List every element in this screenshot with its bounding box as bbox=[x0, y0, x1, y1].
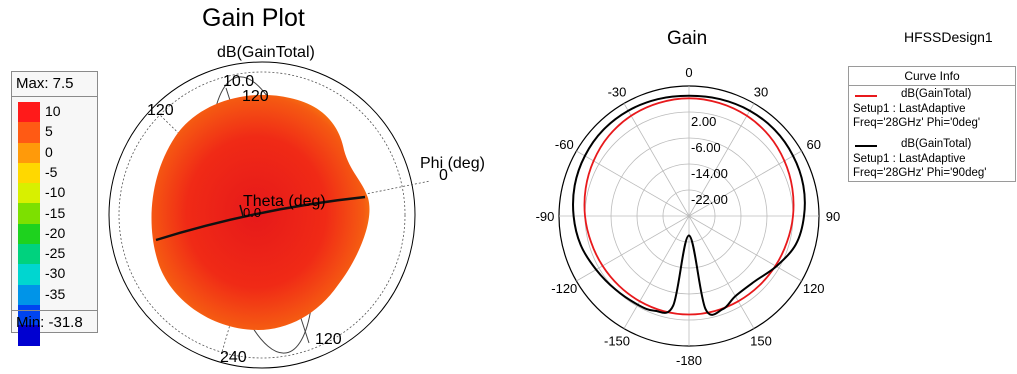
polar-grid-spoke bbox=[688, 150, 802, 217]
legend-tick-label: -35 bbox=[45, 285, 66, 302]
legend-swatch bbox=[18, 325, 40, 346]
axis-label-top-tick: 120 bbox=[242, 88, 269, 105]
legend-tick-label: -10 bbox=[45, 184, 66, 201]
axis-label-phi: Phi (deg) bbox=[420, 155, 485, 172]
axis-label-left-tick: 120 bbox=[147, 102, 174, 119]
design-name: HFSSDesign1 bbox=[904, 29, 993, 45]
curve-setup: Setup1 : LastAdaptive bbox=[853, 103, 966, 115]
polar-radial-label: -6.00 bbox=[691, 140, 721, 155]
axis-label-right-tick: 0 bbox=[439, 167, 448, 184]
legend-swatch bbox=[18, 183, 40, 204]
legend-swatch bbox=[18, 223, 40, 245]
polar-angle-label: 120 bbox=[803, 281, 825, 296]
series-phi-90deg bbox=[572, 94, 806, 316]
polar-gain-chart: 0 30 60 90 120 150 -180 -150 -120 -90 -60 -30 2.00 -6… bbox=[536, 65, 841, 368]
axis-label-bottom-tick: 240 bbox=[220, 349, 247, 366]
curve-freq: Freq='28GHz' Phi='0deg' bbox=[853, 117, 981, 129]
axis-label-theta: Theta (deg) bbox=[243, 193, 326, 210]
axis-label-bottom-right-tick: 120 bbox=[315, 331, 342, 348]
polar-title: Gain bbox=[667, 28, 708, 49]
curve-info-legend: Curve Info dB(GainTotal) Setup1 : LastAd… bbox=[848, 66, 1016, 182]
polar-grid-spoke bbox=[576, 215, 690, 282]
legend-tick-label: 10 bbox=[45, 103, 61, 119]
curve-info-entry: dB(GainTotal) Setup1 : LastAdaptive Freq… bbox=[849, 136, 1015, 186]
curve-name: dB(GainTotal) bbox=[901, 88, 972, 100]
legend-tick-label: -20 bbox=[45, 224, 66, 241]
polar-radial-label: -22.00 bbox=[691, 192, 728, 207]
legend-line-swatch bbox=[855, 95, 877, 97]
polar-radial-label: 2.00 bbox=[691, 114, 716, 129]
polar-angle-label: 150 bbox=[750, 334, 772, 349]
polar-grid-spoke bbox=[623, 215, 690, 329]
curve-setup: Setup1 : LastAdaptive bbox=[853, 153, 966, 165]
legend-min-label: Min: -31.8 bbox=[12, 310, 97, 332]
axis-label-top-ring: 10.0 bbox=[223, 73, 254, 90]
color-legend: Max: 7.5 10 5 0 -5 -10 -15 -20 -25 -30 -35 Min: -… bbox=[11, 71, 98, 346]
legend-swatch bbox=[18, 264, 40, 285]
legend-tick-label: -15 bbox=[45, 204, 66, 221]
polar-grid-spoke bbox=[688, 215, 802, 282]
polar-angle-label: -120 bbox=[551, 281, 577, 296]
legend-swatch bbox=[18, 102, 40, 123]
polar-angle-label: -90 bbox=[536, 209, 555, 224]
legend-tick-label: 0 bbox=[45, 143, 53, 160]
curve-freq: Freq='28GHz' Phi='90deg' bbox=[853, 167, 987, 179]
gain-plot-title: Gain Plot bbox=[202, 4, 305, 32]
axis-label-center: 0.0 bbox=[243, 205, 261, 220]
legend-swatch bbox=[18, 162, 40, 184]
legend-tick-label: 5 bbox=[45, 123, 53, 140]
legend-swatches bbox=[18, 102, 40, 346]
polar-angle-label: -30 bbox=[608, 84, 627, 99]
curve-info-header: Curve Info bbox=[849, 67, 1015, 86]
polar-radial-label: -14.00 bbox=[691, 166, 728, 181]
legend-tick-label: -30 bbox=[45, 265, 66, 282]
polar-angle-label: 30 bbox=[754, 84, 768, 99]
polar-angle-label: 0 bbox=[685, 65, 692, 80]
legend-line-swatch bbox=[855, 145, 877, 147]
legend-tick-label: -25 bbox=[45, 245, 66, 262]
polar-angle-label: -150 bbox=[604, 334, 630, 349]
polar-angle-label: -60 bbox=[555, 137, 574, 152]
polar-angle-label: -180 bbox=[676, 353, 702, 368]
polar-angle-label: 90 bbox=[826, 209, 840, 224]
polar-grid-spoke bbox=[623, 103, 690, 217]
polar-grid-spoke bbox=[688, 215, 755, 329]
series-phi-0deg bbox=[583, 97, 795, 316]
polar-angle-label: 60 bbox=[806, 137, 820, 152]
gain-plot-subtitle: dB(GainTotal) bbox=[217, 44, 315, 61]
curve-name: dB(GainTotal) bbox=[901, 138, 972, 150]
legend-swatch bbox=[18, 244, 40, 265]
polar-grid-spoke bbox=[576, 150, 690, 217]
legend-swatch bbox=[18, 203, 40, 224]
legend-swatch bbox=[18, 142, 40, 163]
curve-info-entry: dB(GainTotal) Setup1 : LastAdaptive Freq… bbox=[849, 86, 1015, 136]
legend-swatch bbox=[18, 284, 40, 305]
gain-3d-plot bbox=[108, 61, 431, 369]
legend-tick-label: -5 bbox=[45, 163, 58, 180]
polar-grid-spoke bbox=[688, 103, 755, 217]
legend-max-label: Max: 7.5 bbox=[12, 75, 97, 97]
legend-swatch bbox=[18, 122, 40, 143]
